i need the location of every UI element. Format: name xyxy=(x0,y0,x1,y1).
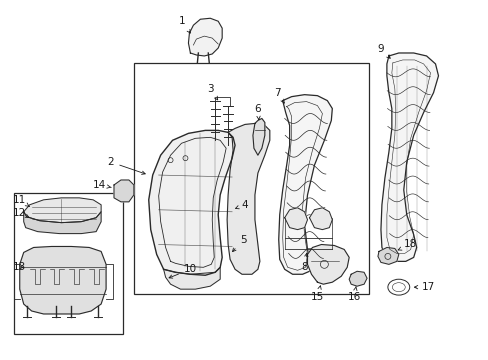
Polygon shape xyxy=(284,208,307,230)
Bar xyxy=(14,193,122,334)
Polygon shape xyxy=(377,247,398,264)
Ellipse shape xyxy=(387,279,409,295)
Text: 17: 17 xyxy=(413,282,434,292)
Polygon shape xyxy=(278,95,332,274)
Ellipse shape xyxy=(391,283,405,292)
Text: 12: 12 xyxy=(13,208,29,218)
Polygon shape xyxy=(309,208,332,230)
Text: 9: 9 xyxy=(377,44,389,58)
Polygon shape xyxy=(188,18,222,56)
Text: 8: 8 xyxy=(301,253,307,272)
Text: 7: 7 xyxy=(274,88,284,103)
Polygon shape xyxy=(20,247,106,314)
Text: 18: 18 xyxy=(397,239,416,250)
Polygon shape xyxy=(348,271,366,286)
Polygon shape xyxy=(24,212,101,234)
Text: 14: 14 xyxy=(92,180,111,190)
Text: 6: 6 xyxy=(254,104,261,120)
Polygon shape xyxy=(307,244,348,284)
Text: 4: 4 xyxy=(235,200,248,210)
Text: 13: 13 xyxy=(13,262,26,272)
Polygon shape xyxy=(252,118,264,155)
Polygon shape xyxy=(163,267,220,289)
Polygon shape xyxy=(380,53,438,261)
Text: 10: 10 xyxy=(169,264,197,278)
Text: 2: 2 xyxy=(107,157,145,174)
Text: 15: 15 xyxy=(310,286,324,302)
Polygon shape xyxy=(226,123,269,274)
Text: 3: 3 xyxy=(206,84,217,100)
Text: 1: 1 xyxy=(179,16,190,33)
Bar xyxy=(134,63,368,294)
Text: 16: 16 xyxy=(347,287,360,302)
Polygon shape xyxy=(24,198,101,223)
Polygon shape xyxy=(148,130,235,275)
Text: 5: 5 xyxy=(232,234,246,252)
Text: 11: 11 xyxy=(13,195,29,207)
Polygon shape xyxy=(114,180,134,202)
